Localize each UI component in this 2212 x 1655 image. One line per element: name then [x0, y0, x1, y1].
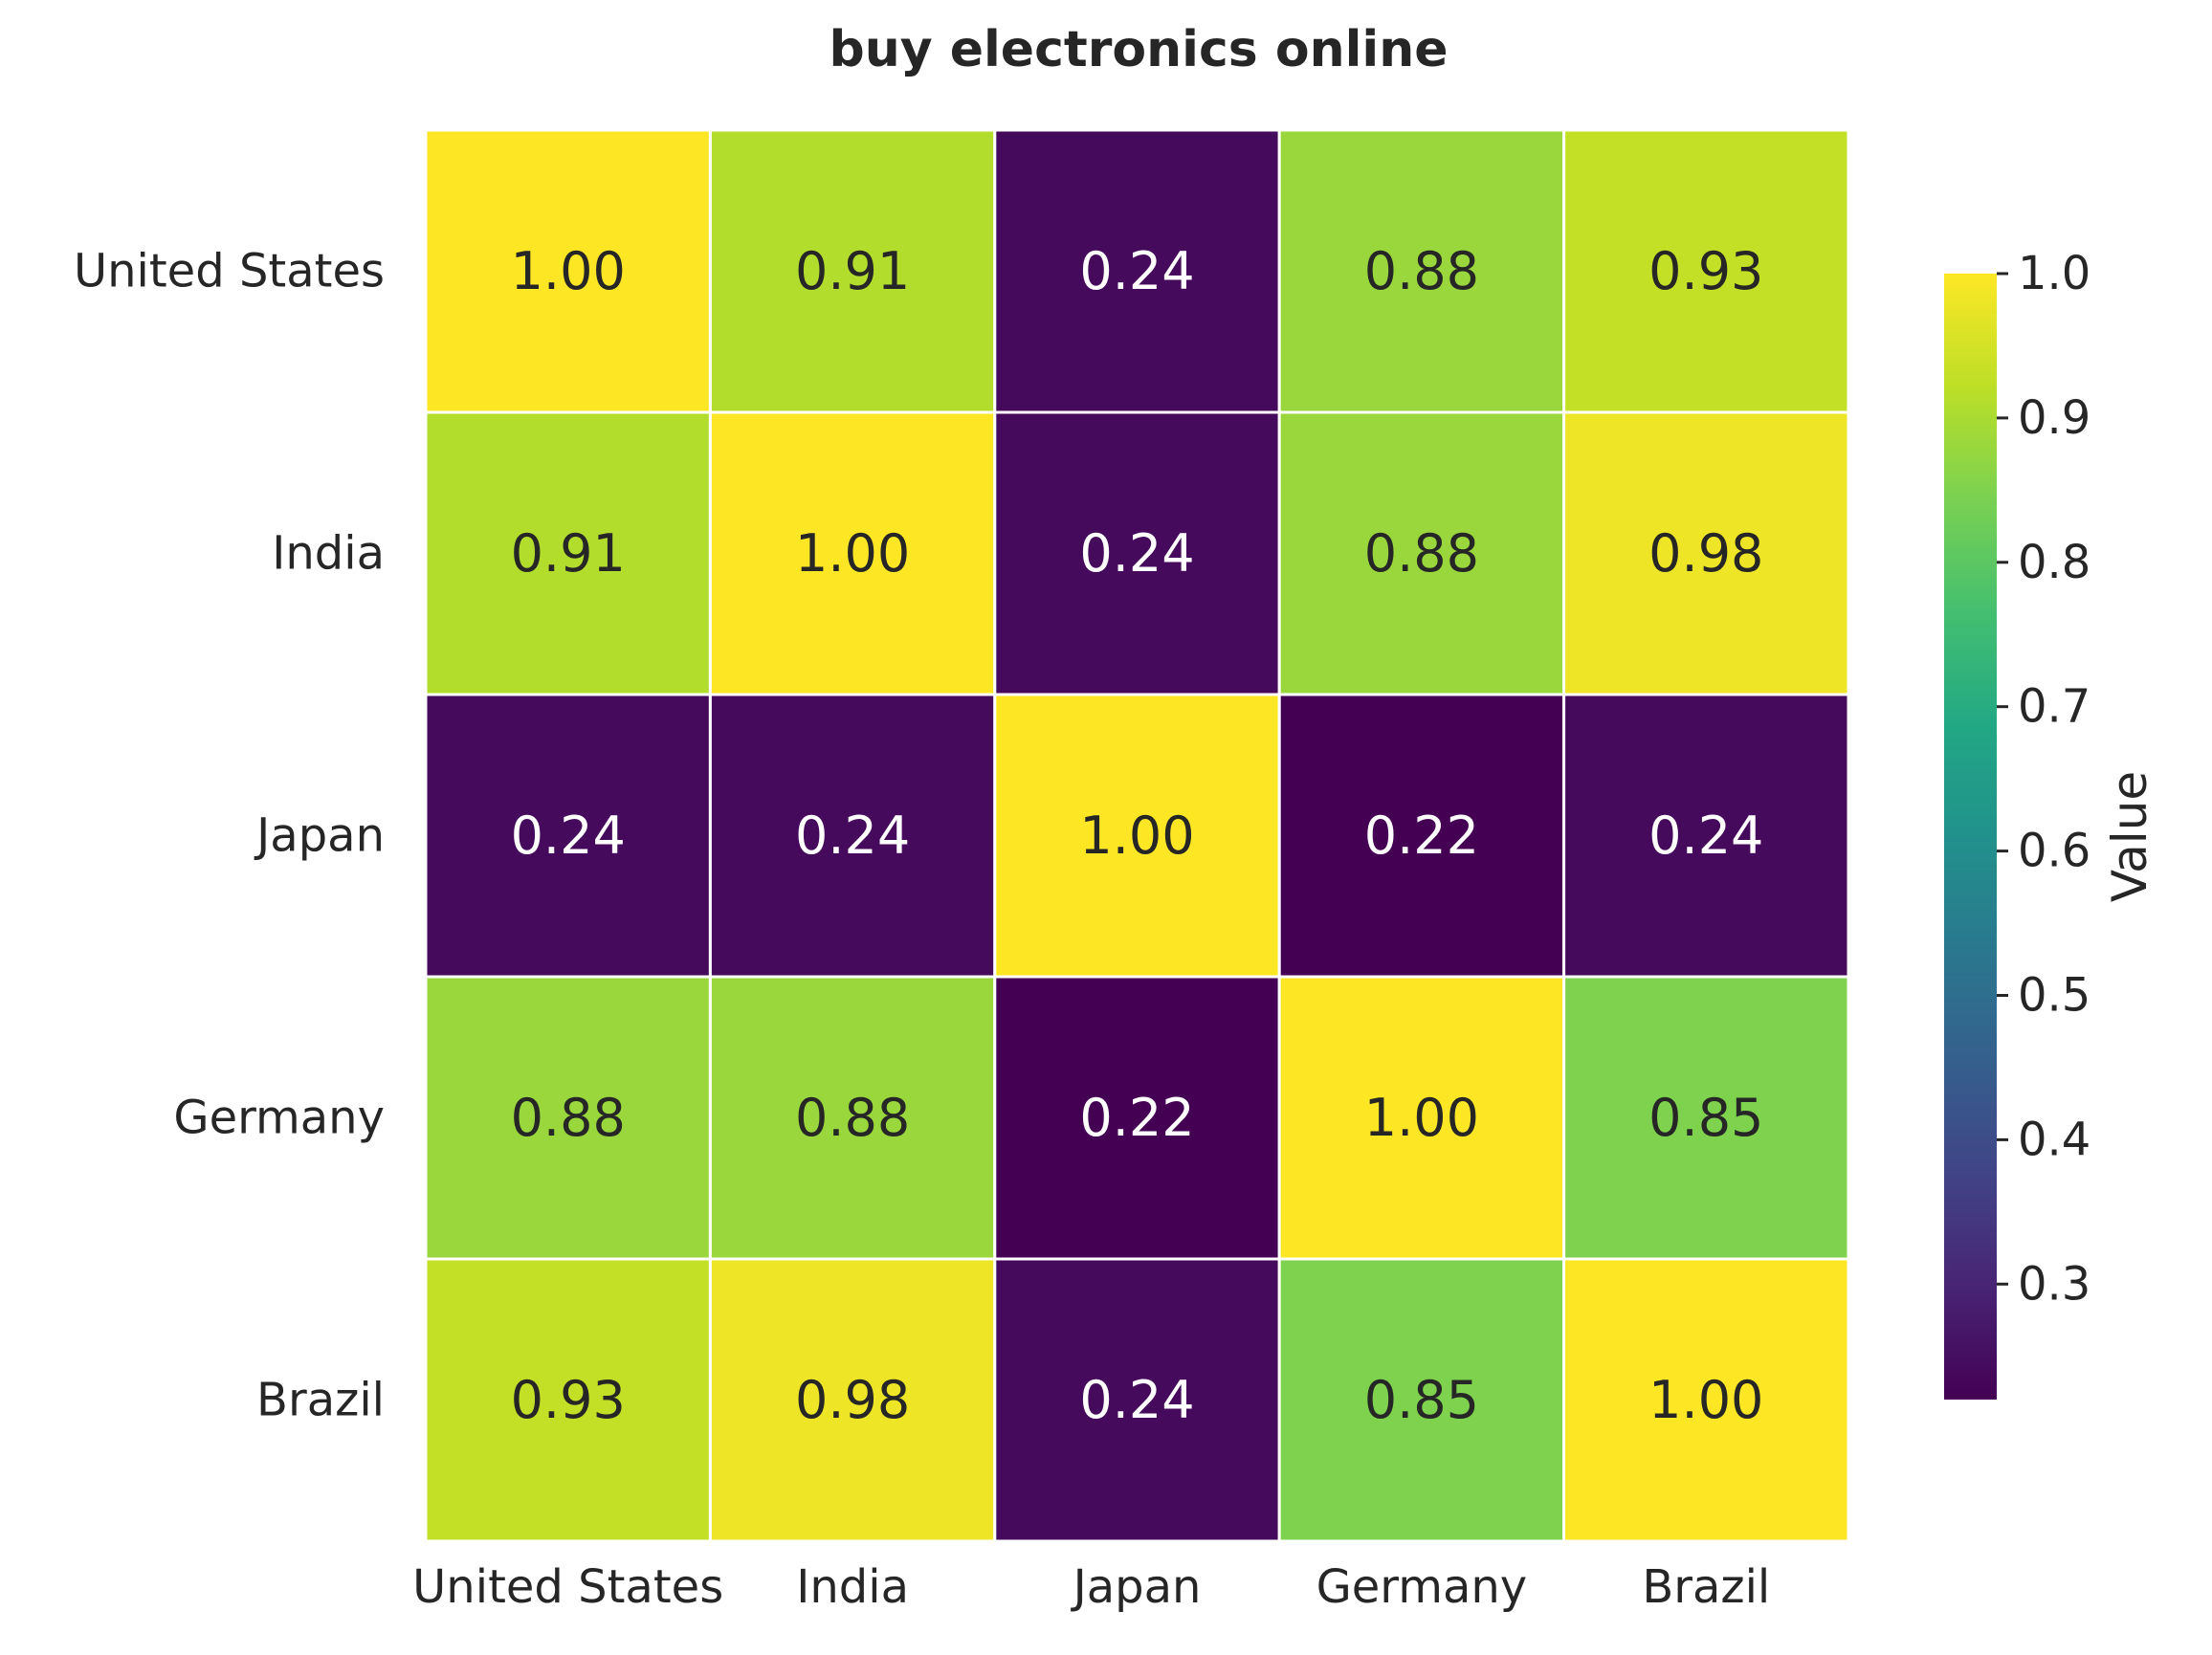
heatmap-cell — [424, 975, 712, 1261]
colorbar-tick-label: 0.6 — [2018, 825, 2090, 878]
heatmap-cell — [1562, 975, 1850, 1261]
cell-value-label: 0.91 — [795, 241, 910, 301]
column-label: Germany — [1316, 1560, 1528, 1614]
column-labels: United States India Japan Germany Brazil — [412, 1560, 1770, 1614]
heatmap-cell — [993, 410, 1281, 696]
heatmap-cell — [1562, 410, 1850, 696]
heatmap-cell — [1277, 693, 1566, 979]
heatmap-cell — [424, 693, 712, 979]
cell-value-label: 0.93 — [511, 1370, 626, 1430]
heatmap-cell — [993, 1257, 1281, 1543]
row-label: India — [272, 527, 385, 581]
cell-value-label: 0.88 — [511, 1088, 626, 1148]
colorbar-label: Value — [2102, 771, 2157, 902]
cell-value-label: 0.91 — [511, 523, 626, 584]
chart-title: buy electronics online — [829, 21, 1448, 78]
colorbar-gradient — [1944, 274, 1997, 1400]
colorbar-tick-label: 0.3 — [2018, 1257, 2090, 1311]
column-label: Brazil — [1642, 1560, 1770, 1614]
heatmap-cell — [708, 1257, 997, 1543]
heatmap-cell — [708, 693, 997, 979]
heatmap-cell — [1277, 128, 1566, 414]
heatmap-cell — [993, 975, 1281, 1261]
heatmap-cell — [1277, 410, 1566, 696]
colorbar-tick-label: 0.8 — [2018, 536, 2090, 589]
cell-value-label: 1.00 — [1648, 1370, 1763, 1430]
cell-value-label: 0.24 — [511, 805, 626, 866]
cell-value-label: 1.00 — [795, 523, 910, 584]
heatmap-cell — [1562, 693, 1850, 979]
cell-value-label: 1.00 — [1364, 1088, 1479, 1148]
cell-value-label: 0.24 — [1079, 523, 1194, 584]
heatmap-cell — [1277, 1257, 1566, 1543]
column-label: Japan — [1071, 1560, 1202, 1614]
cell-value-label: 0.85 — [1364, 1370, 1479, 1430]
cell-value-label: 0.24 — [795, 805, 910, 866]
heatmap-cell — [708, 975, 997, 1261]
row-label: Japan — [254, 809, 385, 863]
cell-value-label: 0.88 — [1364, 523, 1479, 584]
heatmap-cell — [1562, 1257, 1850, 1543]
cell-value-label: 0.85 — [1648, 1088, 1763, 1148]
row-label: Germany — [173, 1092, 385, 1145]
colorbar: 0.3 0.4 0.5 0.6 0.7 0.8 0.9 1.0 Value — [1944, 247, 2157, 1400]
cell-value-label: 1.00 — [1079, 805, 1194, 866]
row-label: United States — [74, 245, 385, 298]
cell-value-label: 0.98 — [1648, 523, 1763, 584]
heatmap-cell — [424, 410, 712, 696]
heatmap-cell — [424, 1257, 712, 1543]
colorbar-tick-label: 0.9 — [2018, 391, 2090, 445]
cell-value-label: 0.93 — [1648, 241, 1763, 301]
heatmap-cells: 1.00 0.91 0.24 0.88 0.93 0.91 1.00 0.24 0.88 0.98… — [424, 128, 1850, 1543]
cell-value-label: 0.88 — [795, 1088, 910, 1148]
cell-value-label: 0.98 — [795, 1370, 910, 1430]
row-label: Brazil — [256, 1374, 385, 1427]
colorbar-tick-label: 0.7 — [2018, 680, 2090, 734]
colorbar-tick-label: 1.0 — [2018, 247, 2090, 300]
colorbar-tick-label: 0.4 — [2018, 1113, 2090, 1166]
column-label: United States — [412, 1560, 723, 1614]
column-label: India — [796, 1560, 909, 1614]
cell-value-label: 0.88 — [1364, 241, 1479, 301]
cell-value-label: 0.24 — [1079, 241, 1194, 301]
cell-value-label: 1.00 — [511, 241, 626, 301]
cell-value-label: 0.22 — [1364, 805, 1479, 866]
heatmap-cell — [424, 128, 712, 414]
colorbar-tick-label: 0.5 — [2018, 968, 2090, 1022]
cell-value-label: 0.22 — [1079, 1088, 1194, 1148]
cell-value-label: 0.24 — [1648, 805, 1763, 866]
cell-value-label: 0.24 — [1079, 1370, 1194, 1430]
heatmap-cell — [993, 693, 1281, 979]
row-labels: United States India Japan Germany Brazil — [74, 245, 385, 1427]
